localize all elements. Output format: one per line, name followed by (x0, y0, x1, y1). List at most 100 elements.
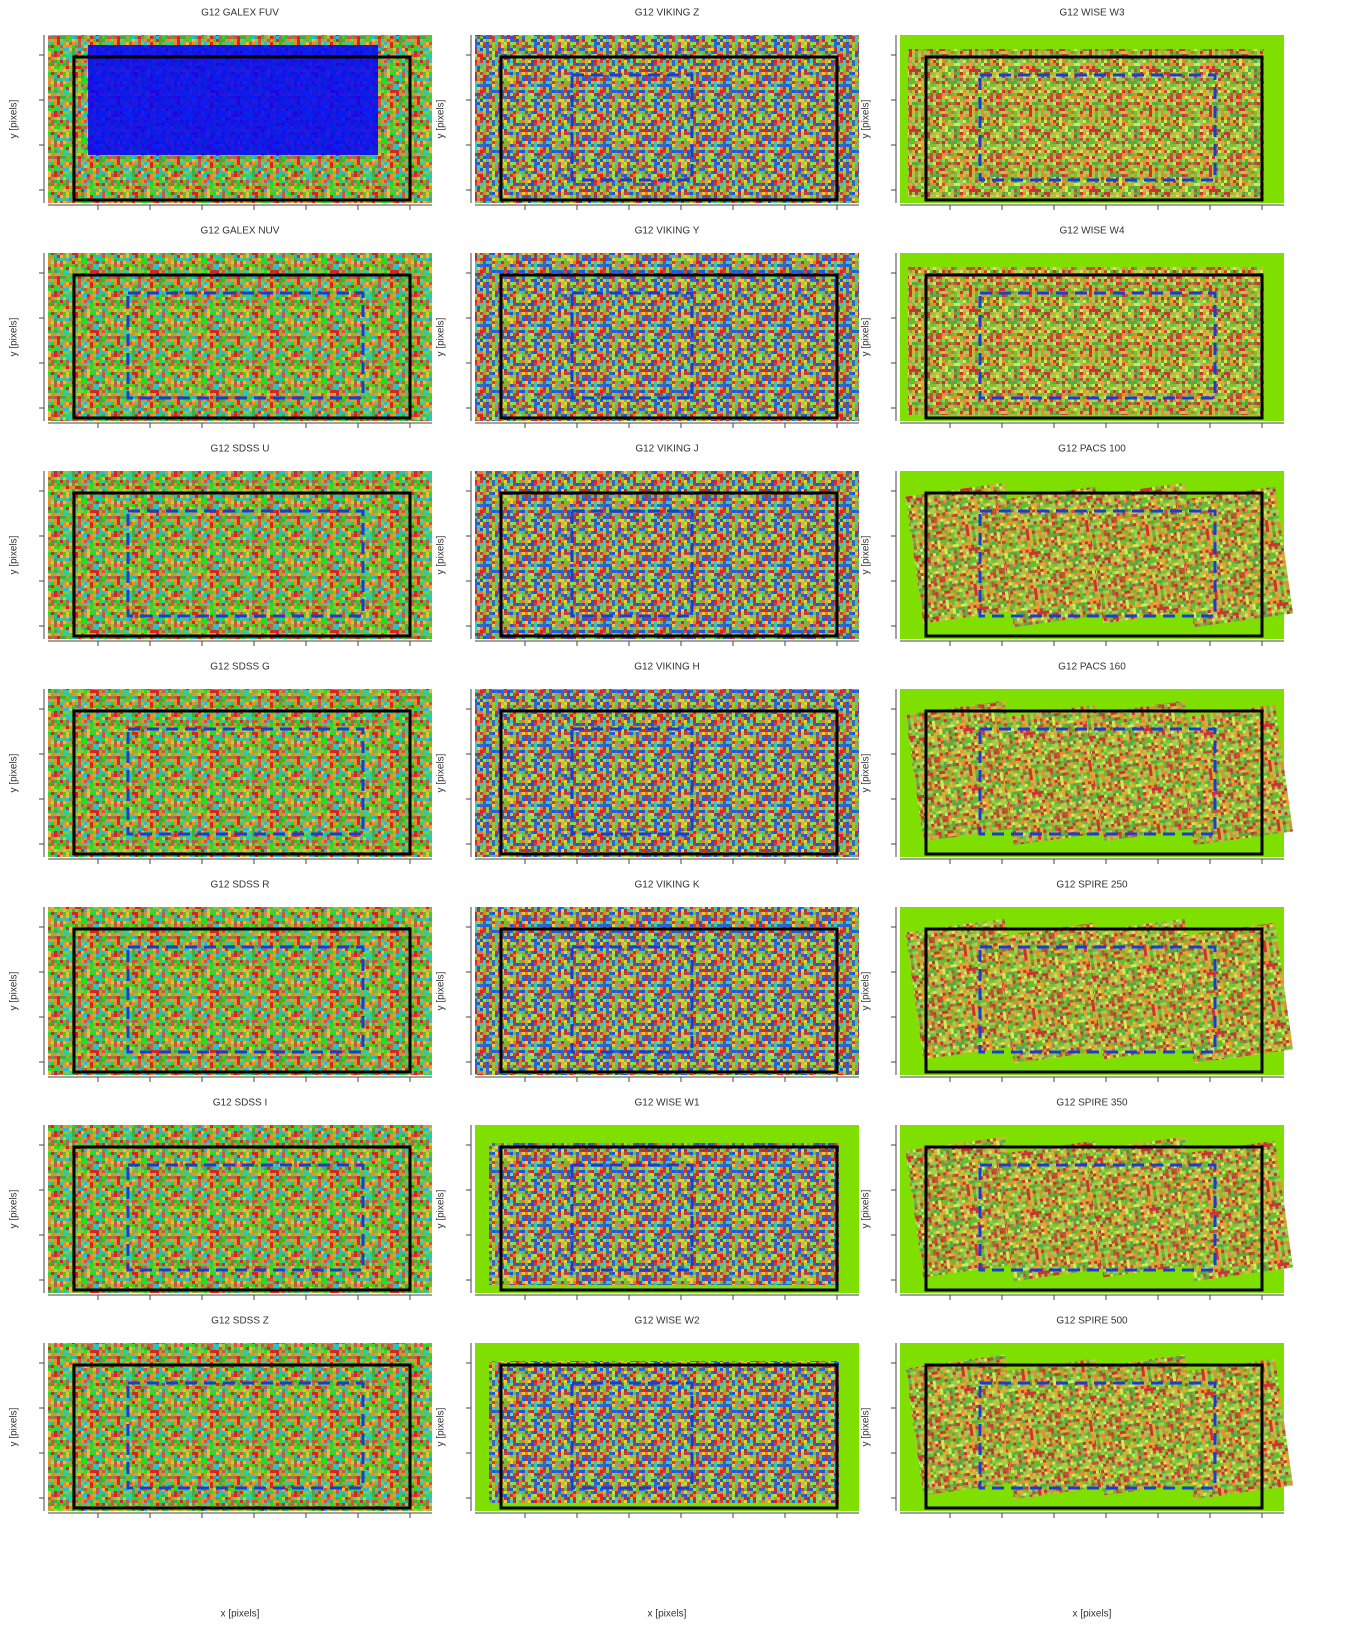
image-tile (905, 1136, 1023, 1278)
image (48, 907, 432, 1075)
y-axis-label: y [pixels] (861, 753, 872, 792)
panel-title: G12 WISE W4 (1059, 226, 1124, 237)
coverage-box (924, 1145, 1264, 1292)
coverage-box (499, 927, 839, 1074)
coverage-box (924, 709, 1264, 856)
coverage-box (499, 491, 839, 638)
image-tile (1176, 1358, 1293, 1500)
image (48, 689, 432, 857)
coverage-box (72, 927, 412, 1074)
panel: G12 SPIRE 500 y [pixels] x [pixels] (861, 1316, 1293, 1620)
image (48, 1343, 432, 1511)
coverage-box (924, 55, 1264, 202)
coverage-box (499, 55, 839, 202)
region-box (978, 945, 1217, 1054)
coverage-box (72, 55, 412, 202)
coverage-box (72, 491, 412, 638)
y-axis-label: y [pixels] (9, 317, 20, 356)
panel: G12 PACS 100 y [pixels] (861, 444, 1293, 646)
panel-title: G12 PACS 160 (1058, 662, 1126, 673)
panel: G12 SDSS U y [pixels] (9, 444, 432, 646)
region-box (570, 1163, 694, 1272)
image-tile (1176, 922, 1293, 1064)
coverage-box (924, 1363, 1264, 1510)
region-box (126, 509, 365, 618)
coverage-box (499, 709, 839, 856)
image (475, 253, 859, 421)
coverage-box (924, 491, 1264, 638)
panel: G12 SPIRE 250 y [pixels] (861, 880, 1293, 1082)
image (908, 49, 1264, 197)
panel: G12 VIKING J y [pixels] (436, 444, 859, 646)
panel: G12 SDSS I y [pixels] (9, 1098, 432, 1300)
panel-title: G12 SDSS G (210, 662, 270, 673)
image-tile (905, 1354, 1023, 1496)
image-tile (1085, 1354, 1203, 1496)
image-tile (1085, 482, 1203, 624)
panel: G12 SPIRE 350 y [pixels] (861, 1098, 1293, 1300)
region-box (570, 291, 694, 400)
y-axis-label: y [pixels] (861, 1407, 872, 1446)
region-box (126, 727, 365, 836)
y-axis-label: y [pixels] (861, 317, 872, 356)
masked-area (88, 45, 378, 155)
panel: G12 WISE W3 y [pixels] (861, 8, 1284, 210)
y-axis-label: y [pixels] (9, 753, 20, 792)
y-axis-label: y [pixels] (9, 971, 20, 1010)
coverage-box (72, 273, 412, 420)
image-tile (905, 482, 1023, 624)
panel: G12 WISE W2 y [pixels] x [pixels] (436, 1316, 859, 1620)
y-axis-label: y [pixels] (436, 1407, 447, 1446)
y-axis-label: y [pixels] (436, 753, 447, 792)
region-box (978, 509, 1217, 618)
image-tile (996, 1358, 1113, 1500)
image-tile (1176, 704, 1293, 846)
region-box (570, 727, 694, 836)
image (48, 1125, 432, 1293)
coverage-box (72, 1363, 412, 1510)
image (475, 689, 859, 857)
image-tile (1085, 918, 1203, 1060)
y-axis-label: y [pixels] (436, 535, 447, 574)
image (475, 35, 859, 203)
panel: G12 SDSS Z y [pixels] x [pixels] (9, 1316, 432, 1620)
panel-title: G12 SDSS Z (211, 1316, 269, 1327)
panel-title: G12 SDSS R (211, 880, 270, 891)
y-axis-label: y [pixels] (436, 971, 447, 1010)
panel-title: G12 WISE W1 (634, 1098, 699, 1109)
y-axis-label: y [pixels] (9, 535, 20, 574)
image (48, 471, 432, 639)
y-axis-label: y [pixels] (861, 1189, 872, 1228)
image (489, 1143, 839, 1285)
panel-title: G12 PACS 100 (1058, 444, 1126, 455)
region-box (126, 1163, 365, 1272)
image (48, 253, 432, 421)
panel: G12 VIKING K y [pixels] (436, 880, 859, 1082)
panel-title: G12 SPIRE 500 (1056, 1316, 1128, 1327)
coverage-box (499, 273, 839, 420)
y-axis-label: y [pixels] (9, 99, 20, 138)
image-tile (996, 704, 1113, 846)
region-box (570, 509, 694, 618)
region-box (570, 73, 694, 182)
image-tile (1085, 700, 1203, 842)
panel: G12 GALEX FUV y [pixels] (9, 8, 432, 210)
y-axis-label: y [pixels] (861, 971, 872, 1010)
y-axis-label: y [pixels] (9, 1189, 20, 1228)
region-box (978, 1163, 1217, 1272)
image-tile (905, 918, 1023, 1060)
y-axis-label: y [pixels] (9, 1407, 20, 1446)
panel-title: G12 VIKING Z (635, 8, 699, 19)
image-tile (1176, 1140, 1293, 1282)
region-box (126, 945, 365, 1054)
panel: G12 VIKING Z y [pixels] (436, 8, 859, 210)
image-tile (996, 486, 1113, 628)
panel: G12 SDSS G y [pixels] (9, 662, 432, 864)
region-box (978, 73, 1217, 182)
image (908, 267, 1264, 415)
panel-title: G12 SDSS I (213, 1098, 267, 1109)
coverage-box (924, 273, 1264, 420)
region-box (978, 1381, 1217, 1490)
coverage-box (924, 927, 1264, 1074)
coverage-box (72, 709, 412, 856)
